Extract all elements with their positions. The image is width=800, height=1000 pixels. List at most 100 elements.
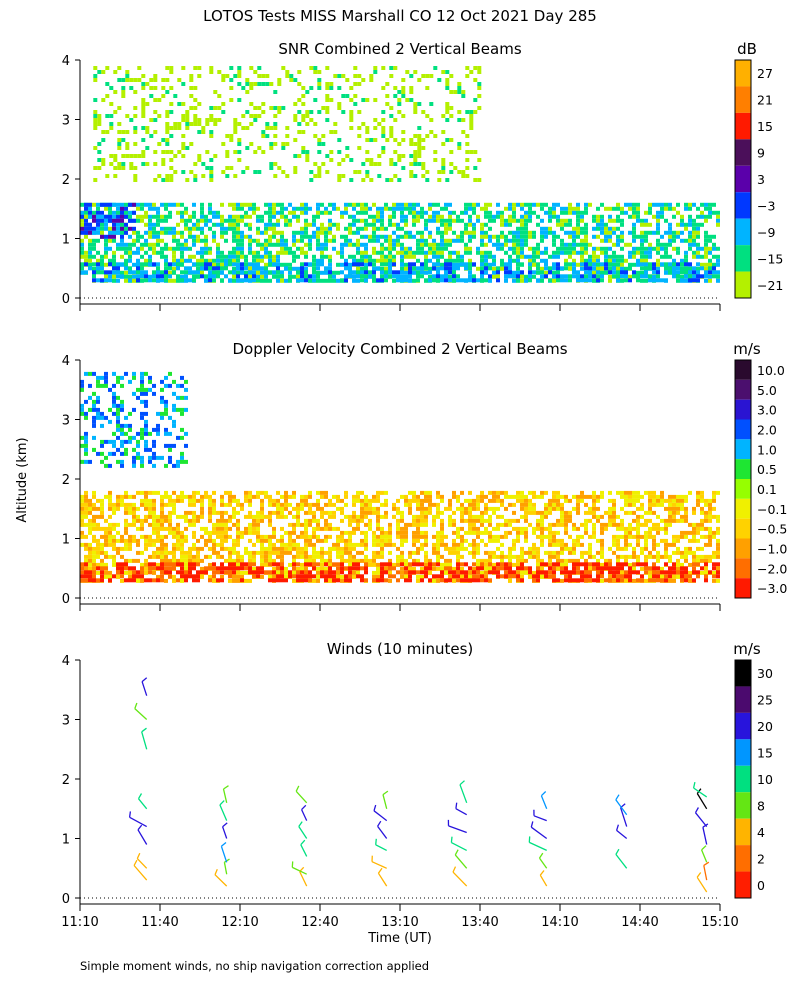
- pixel-cell: [396, 558, 400, 563]
- pixel-cell: [88, 210, 92, 215]
- pixel-cell: [156, 411, 160, 416]
- pixel-cell: [440, 554, 444, 559]
- pixel-cell: [356, 246, 360, 251]
- pixel-cell: [412, 234, 416, 239]
- pixel-cell: [232, 542, 236, 547]
- pixel-cell: [208, 546, 212, 551]
- pixel-cell: [512, 250, 516, 255]
- pixel-cell: [420, 274, 424, 279]
- pixel-cell: [196, 266, 200, 271]
- pixel-cell: [280, 230, 284, 235]
- pixel-cell: [248, 554, 252, 559]
- pixel-cell: [364, 206, 368, 211]
- pixel-cell: [100, 218, 104, 223]
- pixel-cell: [264, 210, 268, 215]
- pixel-cell: [180, 546, 184, 551]
- colorbar-label: 9: [757, 146, 765, 161]
- pixel-cell: [376, 494, 380, 499]
- pixel-cell: [236, 510, 240, 515]
- pixel-cell: [116, 206, 120, 211]
- pixel-cell: [572, 270, 576, 275]
- pixel-cell: [180, 202, 184, 207]
- pixel-cell: [232, 226, 236, 231]
- pixel-cell: [620, 270, 624, 275]
- pixel-cell: [516, 274, 520, 279]
- pixel-cell: [96, 375, 100, 380]
- pixel-cell: [372, 238, 376, 243]
- pixel-cell: [684, 202, 688, 207]
- pixel-cell: [172, 554, 176, 559]
- pixel-cell: [272, 202, 276, 207]
- pixel-cell: [160, 534, 164, 539]
- pixel-cell: [716, 222, 720, 227]
- pixel-cell: [144, 371, 148, 376]
- pixel-cell: [260, 542, 264, 547]
- pixel-cell: [468, 234, 472, 239]
- pixel-cell: [688, 230, 692, 235]
- pixel-cell: [408, 566, 412, 571]
- pixel-cell: [88, 242, 92, 247]
- pixel-cell: [92, 554, 96, 559]
- pixel-cell: [576, 230, 580, 235]
- pixel-cell: [192, 210, 196, 215]
- pixel-cell: [452, 578, 456, 583]
- pixel-cell: [412, 210, 416, 215]
- pixel-cell: [93, 126, 98, 130]
- pixel-cell: [225, 154, 230, 158]
- pixel-cell: [176, 538, 180, 543]
- pixel-cell: [92, 254, 96, 259]
- pixel-cell: [524, 514, 528, 519]
- pixel-cell: [120, 534, 124, 539]
- pixel-cell: [456, 258, 460, 263]
- pixel-cell: [316, 230, 320, 235]
- pixel-cell: [140, 234, 144, 239]
- pixel-cell: [580, 218, 584, 223]
- pixel-cell: [441, 114, 446, 118]
- pixel-cell: [112, 558, 116, 563]
- pixel-cell: [252, 278, 256, 283]
- pixel-cell: [112, 451, 116, 456]
- pixel-cell: [364, 510, 368, 515]
- pixel-cell: [108, 494, 112, 499]
- pixel-cell: [444, 202, 448, 207]
- pixel-cell: [416, 558, 420, 563]
- pixel-cell: [188, 522, 192, 527]
- pixel-cell: [128, 218, 132, 223]
- pixel-cell: [172, 391, 176, 396]
- pixel-cell: [104, 538, 108, 543]
- pixel-cell: [708, 202, 712, 207]
- pixel-cell: [368, 518, 372, 523]
- pixel-cell: [196, 274, 200, 279]
- pixel-cell: [140, 411, 144, 416]
- pixel-cell: [477, 66, 482, 70]
- pixel-cell: [480, 254, 484, 259]
- pixel-cell: [105, 94, 110, 98]
- pixel-cell: [528, 210, 532, 215]
- pixel-cell: [160, 498, 164, 503]
- pixel-cell: [304, 250, 308, 255]
- data-layer: [80, 202, 136, 239]
- pixel-cell: [312, 262, 316, 267]
- pixel-cell: [193, 106, 198, 110]
- pixel-cell: [500, 262, 504, 267]
- pixel-cell: [80, 262, 84, 267]
- pixel-cell: [225, 150, 230, 154]
- pixel-cell: [268, 534, 272, 539]
- pixel-cell: [281, 106, 286, 110]
- pixel-cell: [320, 514, 324, 519]
- pixel-cell: [264, 274, 268, 279]
- pixel-cell: [692, 278, 696, 283]
- pixel-cell: [380, 542, 384, 547]
- pixel-cell: [356, 242, 360, 247]
- pixel-cell: [221, 142, 226, 146]
- pixel-cell: [508, 206, 512, 211]
- pixel-cell: [424, 222, 428, 227]
- pixel-cell: [184, 210, 188, 215]
- pixel-cell: [168, 415, 172, 420]
- pixel-cell: [177, 102, 182, 106]
- pixel-cell: [304, 530, 308, 535]
- pixel-cell: [100, 411, 104, 416]
- pixel-cell: [248, 278, 252, 283]
- pixel-cell: [440, 542, 444, 547]
- pixel-cell: [144, 210, 148, 215]
